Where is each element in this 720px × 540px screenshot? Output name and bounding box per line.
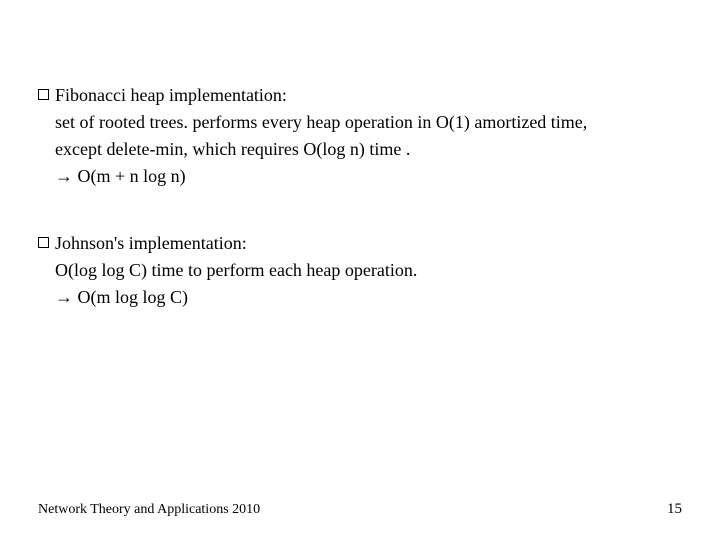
bullet-line: Johnson's implementation: <box>38 230 690 257</box>
bullet-title: Fibonacci heap implementation: <box>55 82 690 109</box>
square-bullet-icon <box>38 89 49 100</box>
content-area: Fibonacci heap implementation: set of ro… <box>38 82 690 351</box>
footer: Network Theory and Applications 2010 15 <box>38 501 682 518</box>
body-line: → O(m + n log n) <box>55 163 690 190</box>
body-line: except delete-min, which requires O(log … <box>55 136 690 163</box>
body-line: → O(m log log C) <box>55 284 690 311</box>
footer-left: Network Theory and Applications 2010 <box>38 502 260 518</box>
body-line: set of rooted trees. performs every heap… <box>55 109 690 136</box>
bullet-title: Johnson's implementation: <box>55 230 690 257</box>
body-line: O(log log C) time to perform each heap o… <box>55 257 690 284</box>
bullet-block-2: Johnson's implementation: O(log log C) t… <box>38 230 690 311</box>
bullet-block-1: Fibonacci heap implementation: set of ro… <box>38 82 690 190</box>
page-number: 15 <box>667 501 682 518</box>
square-bullet-icon <box>38 237 49 248</box>
slide: Fibonacci heap implementation: set of ro… <box>0 0 720 540</box>
bullet-line: Fibonacci heap implementation: <box>38 82 690 109</box>
